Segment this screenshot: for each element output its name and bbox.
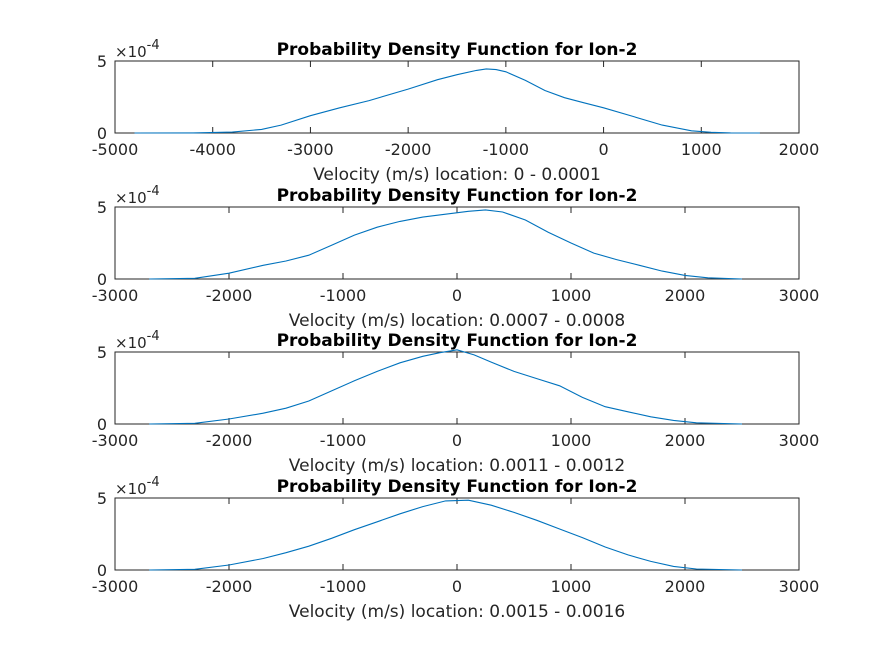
y-tick-label: 0 <box>97 415 107 434</box>
x-tick-label: 0 <box>452 431 462 450</box>
y-tick-label: 0 <box>97 561 107 580</box>
x-tick-label: -3000 <box>92 431 139 450</box>
pdf-curve <box>149 499 743 571</box>
y-exponent-label: ×10-4 <box>115 184 160 207</box>
subplot-2: -3000 -2000 -1000 0 1000 2000 3000 0 5 ×10-4 Proba… <box>92 184 820 331</box>
subplot-1: -5000 -4000 -3000 -2000 -1000 0 1000 2000 0 5 ×10-… <box>92 38 820 185</box>
y-exponent-power: -4 <box>147 475 160 490</box>
x-tick-label: 2000 <box>665 431 706 450</box>
y-tick-label: 5 <box>97 489 107 508</box>
x-axis-label: Velocity (m/s) location: 0.0007 - 0.0008 <box>289 311 625 331</box>
x-tick-label: -3000 <box>92 286 139 305</box>
plot-title: Probability Density Function for Ion-2 <box>277 477 638 497</box>
axes-box <box>114 206 800 280</box>
x-tick-label: 3000 <box>779 286 820 305</box>
x-tick-label: -3000 <box>92 577 139 596</box>
axes-box <box>114 351 800 425</box>
x-tick-label: 2000 <box>665 577 706 596</box>
plot-title: Probability Density Function for Ion-2 <box>277 186 638 206</box>
pdf-curve <box>149 349 743 425</box>
x-tick-label: -2000 <box>206 431 253 450</box>
x-tick-label: -2000 <box>206 577 253 596</box>
x-tick-label: 1000 <box>551 431 592 450</box>
plot-title: Probability Density Function for Ion-2 <box>277 40 638 60</box>
axes-box <box>114 497 800 571</box>
y-exponent-base: ×10 <box>115 189 147 207</box>
y-tick-label: 0 <box>97 270 107 289</box>
y-tick-label: 0 <box>97 124 107 143</box>
y-exponent-label: ×10-4 <box>115 475 160 498</box>
y-tick-label: 5 <box>97 198 107 217</box>
x-tick-label: -1000 <box>483 140 530 159</box>
pdf-curve <box>134 68 760 134</box>
y-exponent-label: ×10-4 <box>115 329 160 352</box>
x-tick-label: 1000 <box>551 286 592 305</box>
x-tick-label: 2000 <box>779 140 820 159</box>
x-tick-label: -2000 <box>385 140 432 159</box>
x-tick-label: 0 <box>598 140 608 159</box>
x-axis-label: Velocity (m/s) location: 0.0011 - 0.0012 <box>289 456 625 476</box>
x-tick-label: 2000 <box>665 286 706 305</box>
y-exponent-base: ×10 <box>115 334 147 352</box>
x-axis-label: Velocity (m/s) location: 0.0015 - 0.0016 <box>289 602 625 622</box>
y-tick-label: 5 <box>97 52 107 71</box>
x-axis-label: Velocity (m/s) location: 0 - 0.0001 <box>313 165 601 185</box>
x-tick-label: -3000 <box>287 140 334 159</box>
pdf-curve <box>149 209 743 280</box>
y-exponent-power: -4 <box>147 329 160 344</box>
x-tick-label: -4000 <box>189 140 236 159</box>
y-tick-label: 5 <box>97 343 107 362</box>
x-tick-label: -2000 <box>206 286 253 305</box>
x-tick-label: 1000 <box>551 577 592 596</box>
y-exponent-label: ×10-4 <box>115 38 160 61</box>
plot-title: Probability Density Function for Ion-2 <box>277 331 638 351</box>
x-tick-label: 0 <box>452 577 462 596</box>
y-exponent-power: -4 <box>147 184 160 199</box>
x-tick-label: 0 <box>452 286 462 305</box>
x-tick-label: 3000 <box>779 577 820 596</box>
x-tick-label: 1000 <box>681 140 722 159</box>
axes-box <box>114 60 800 134</box>
x-tick-label: -1000 <box>320 286 367 305</box>
x-tick-label: 3000 <box>779 431 820 450</box>
y-exponent-power: -4 <box>147 38 160 53</box>
y-exponent-base: ×10 <box>115 43 147 61</box>
x-tick-label: -1000 <box>320 577 367 596</box>
x-tick-label: -5000 <box>92 140 139 159</box>
x-tick-label: -1000 <box>320 431 367 450</box>
subplot-4: -3000 -2000 -1000 0 1000 2000 3000 0 5 ×10-4 Proba… <box>92 475 820 622</box>
subplot-3: -3000 -2000 -1000 0 1000 2000 3000 0 5 ×10-4 Proba… <box>92 329 820 476</box>
y-exponent-base: ×10 <box>115 480 147 498</box>
